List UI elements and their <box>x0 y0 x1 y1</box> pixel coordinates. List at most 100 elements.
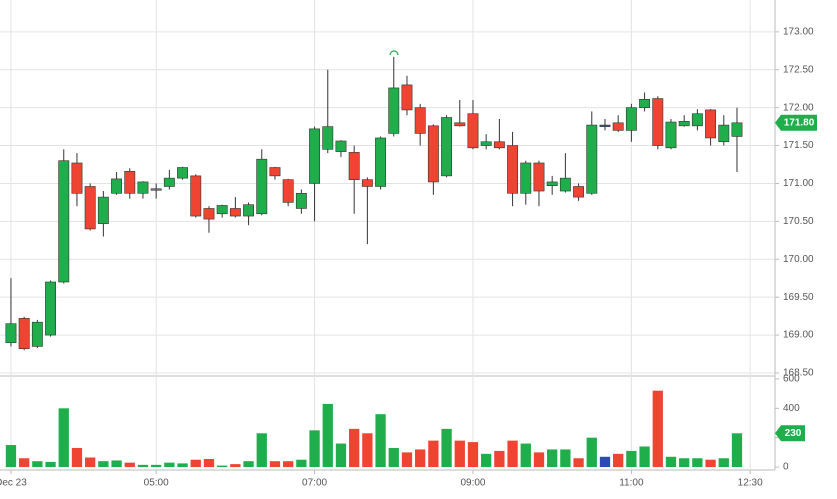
volume-bar <box>296 459 307 468</box>
volume-bar <box>45 461 56 468</box>
volume-badge <box>775 425 805 442</box>
volume-bar <box>98 461 109 468</box>
volume-bar <box>190 459 201 468</box>
candle-body <box>71 162 83 194</box>
volume-bar <box>692 458 703 468</box>
volume-bar <box>230 464 241 468</box>
volume-bar <box>32 461 43 468</box>
volume-bar <box>494 450 505 468</box>
candle-body <box>520 162 532 194</box>
volume-bar <box>256 433 267 468</box>
candle-body <box>229 208 241 217</box>
volume-bar <box>388 447 399 468</box>
volume-bar <box>5 445 17 468</box>
volume-bar <box>705 459 716 468</box>
y-tick-label: 172.00 <box>783 102 814 113</box>
candle-body <box>335 140 347 152</box>
volume-bar <box>533 452 545 468</box>
candle-body <box>124 171 136 194</box>
candle-body <box>427 125 439 183</box>
volume-bar <box>164 462 175 468</box>
volume-bar <box>58 408 69 468</box>
x-tick-label: 07:00 <box>302 478 327 489</box>
volume-bar <box>679 458 690 468</box>
x-tick-label: 12:30 <box>738 478 763 489</box>
candle-body <box>639 99 651 108</box>
volume-bar <box>481 453 492 468</box>
volume-bar <box>243 461 254 468</box>
y-tick-label: 168.50 <box>783 368 814 379</box>
candle-body <box>652 98 664 146</box>
y-tick-label: 170.00 <box>783 254 814 265</box>
candle-body <box>309 128 321 184</box>
candle-body <box>546 181 558 187</box>
x-tick-label: 11:00 <box>619 478 644 489</box>
volume-bar <box>507 440 518 468</box>
candle-body <box>322 126 334 150</box>
candle-body <box>243 204 255 217</box>
y-tick-label: 169.00 <box>783 330 814 341</box>
candle-body <box>665 121 677 149</box>
volume-tick-label: 400 <box>783 403 800 414</box>
candle-body <box>84 186 96 230</box>
candle-body <box>295 193 307 209</box>
volume-bar <box>665 456 677 468</box>
y-tick-label: 171.50 <box>783 140 814 151</box>
volume-bar <box>520 443 531 468</box>
volume-bar <box>613 453 624 468</box>
candle-body <box>348 152 360 180</box>
candle-body <box>18 318 30 350</box>
candle-body <box>401 84 413 111</box>
y-tick-label: 171.00 <box>783 178 814 189</box>
volume-bar <box>547 449 558 468</box>
volume-bar <box>586 437 597 468</box>
candle-body <box>678 120 690 127</box>
volume-bar <box>151 464 162 468</box>
candle-body <box>31 321 43 347</box>
volume-bar <box>454 440 465 468</box>
candle-body <box>375 137 387 187</box>
candle-body <box>282 179 294 203</box>
candle-body <box>256 158 268 215</box>
candle-body <box>625 107 637 131</box>
candle-body <box>480 141 492 146</box>
volume-bar <box>322 403 333 468</box>
high-marker <box>389 50 399 56</box>
volume-bar <box>217 465 228 468</box>
y-tick-label: 172.50 <box>783 64 814 75</box>
candle-body <box>58 160 70 283</box>
candle-body <box>573 186 585 198</box>
candle-body <box>137 181 149 194</box>
volume-bar <box>573 458 584 468</box>
volume-bar <box>137 464 149 468</box>
y-tick-label: 173.00 <box>783 26 814 37</box>
price-badge <box>775 114 817 131</box>
candle-body <box>388 87 400 134</box>
candle-body <box>718 124 730 143</box>
volume-bar <box>428 440 439 468</box>
x-tick-label: Dec 23 <box>0 478 27 489</box>
volume-bar <box>415 449 426 468</box>
volume-bar <box>599 456 611 468</box>
volume-bar <box>177 463 188 468</box>
candle-body <box>216 205 228 215</box>
candle-body <box>533 162 545 192</box>
volume-bar <box>560 449 571 468</box>
candle-body <box>586 124 598 194</box>
candle-body <box>163 177 175 187</box>
volume-bar <box>283 461 294 468</box>
volume-bar <box>375 414 386 468</box>
volume-bar <box>626 450 637 468</box>
candle-body <box>190 175 202 217</box>
candle-body <box>269 167 281 177</box>
candle-body <box>203 208 215 220</box>
candle-body <box>599 124 611 127</box>
candle-body <box>454 122 466 127</box>
candle-body <box>705 109 717 139</box>
candle-body <box>5 323 17 343</box>
candle-body <box>414 107 426 134</box>
volume-bar <box>362 433 373 468</box>
volume-bar <box>203 458 215 468</box>
